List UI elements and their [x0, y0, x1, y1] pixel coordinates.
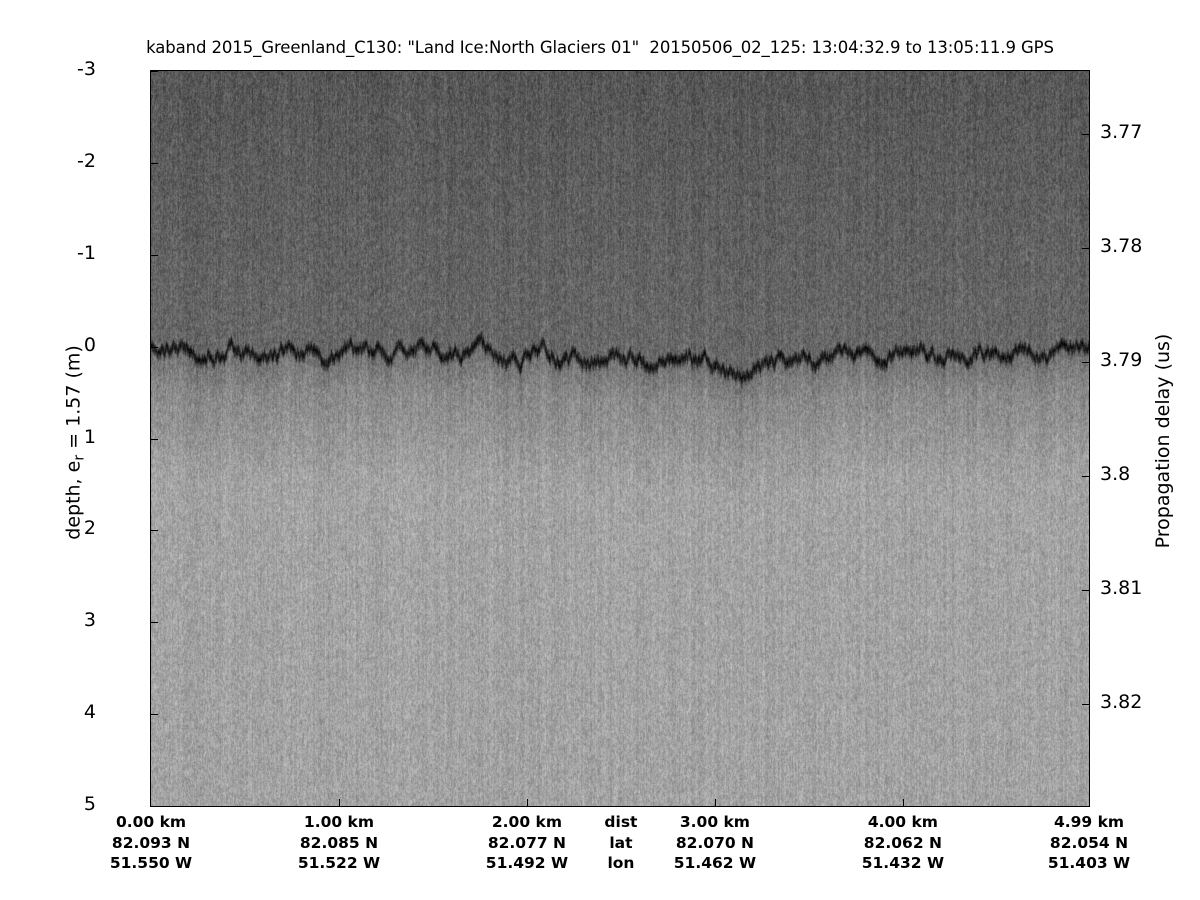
- y-axis-left-title-subscript: r: [71, 454, 88, 461]
- x-axis-tick-label-column: 4.00 km 82.062 N 51.432 W: [823, 812, 983, 874]
- x-axis-label-lat: 82.077 N: [487, 833, 567, 852]
- x-axis-tick-label-column: 3.00 km 82.070 N 51.462 W: [635, 812, 795, 874]
- x-axis-label-lon: 51.432 W: [861, 854, 945, 872]
- y-axis-right-tick-label: 3.77: [1100, 120, 1143, 143]
- y-axis-left-title: depth, er = 1.57 (m): [63, 122, 88, 762]
- y-axis-left-tick-label: 3: [83, 609, 96, 632]
- y-axis-left-tick-label: -2: [77, 149, 96, 172]
- x-axis-tick-label-column: 2.00 km 82.077 N 51.492 W: [447, 812, 607, 874]
- y-axis-left-tick-label: 4: [83, 701, 96, 724]
- y-axis-right-tick-mark: [1082, 133, 1089, 135]
- y-axis-right-tick-mark: [1082, 590, 1089, 592]
- x-axis-label-lat: 82.054 N: [1049, 833, 1129, 852]
- y-axis-left-tick-mark: [151, 714, 158, 716]
- x-axis-tick-mark: [902, 799, 904, 806]
- x-axis-label-lat: 82.062 N: [863, 833, 942, 852]
- x-axis-label-dist: 3.00 km: [679, 813, 750, 831]
- y-axis-left-title-pre: depth, e: [62, 460, 85, 540]
- x-axis-label-lon: 51.550 W: [109, 854, 193, 872]
- x-axis-label-lat: lat: [609, 833, 633, 852]
- x-axis-label-lon: 51.522 W: [297, 854, 381, 872]
- y-axis-left-tick-mark: [151, 622, 158, 624]
- x-axis-label-dist: 0.00 km: [115, 813, 187, 831]
- x-axis-label-lat: 82.093 N: [111, 833, 191, 852]
- y-axis-left-tick-label: 1: [83, 425, 96, 448]
- y-axis-right-tick-label: 3.78: [1100, 234, 1143, 257]
- y-axis-left-tick-mark: [151, 530, 158, 532]
- y-axis-right-tick-label: 3.8: [1100, 463, 1131, 486]
- radar-echogram-image[interactable]: [151, 71, 1089, 806]
- x-axis-label-dist: dist: [604, 813, 638, 831]
- x-axis-label-dist: 2.00 km: [491, 813, 562, 831]
- y-axis-right-tick-mark: [1082, 476, 1089, 478]
- y-axis-right-tick-mark: [1082, 704, 1089, 706]
- y-axis-left-tick-label: 5: [83, 793, 96, 815]
- x-axis-tick-label-column: 0.00 km 82.093 N 51.550 W: [71, 812, 231, 874]
- y-axis-left-tick-mark: [151, 71, 158, 72]
- y-axis-left-tick-mark: [151, 346, 158, 348]
- x-axis-label-dist: 1.00 km: [303, 813, 375, 831]
- y-axis-right-tick-label: 3.81: [1100, 577, 1143, 600]
- x-axis-tick-label-column: 4.99 km 82.054 N 51.403 W: [1009, 812, 1169, 874]
- y-axis-left-tick-mark: [151, 162, 158, 164]
- x-axis-tick-label-column: 1.00 km 82.085 N 51.522 W: [259, 812, 419, 874]
- y-axis-left-tick-mark: [151, 254, 158, 256]
- echogram-axes[interactable]: [150, 70, 1090, 807]
- x-axis-label-lat: 82.070 N: [675, 833, 755, 852]
- y-axis-right-title: Propagation delay (us): [1152, 333, 1174, 549]
- x-axis-label-lon: 51.462 W: [673, 854, 757, 872]
- y-axis-left-tick-mark: [151, 806, 158, 807]
- x-axis-label-lat: 82.085 N: [299, 833, 379, 852]
- y-axis-right-tick-mark: [1082, 247, 1089, 249]
- y-axis-right-tick-mark: [1082, 362, 1089, 364]
- x-axis-tick-mark: [338, 799, 340, 806]
- x-axis-label-dist: 4.00 km: [867, 813, 938, 831]
- x-axis-label-lon: lon: [607, 854, 635, 872]
- x-axis-label-lon: 51.403 W: [1047, 854, 1131, 872]
- y-axis-right-tick-label: 3.79: [1100, 349, 1143, 372]
- x-axis-row-key-column: dist lat lon: [541, 812, 701, 874]
- y-axis-right-tick-label: 3.82: [1100, 691, 1143, 714]
- y-axis-left-tick-mark: [151, 438, 158, 440]
- x-axis-label-dist: 4.99 km: [1053, 813, 1125, 831]
- y-axis-left-tick-label: -3: [77, 58, 96, 80]
- x-axis-tick-mark: [526, 799, 528, 806]
- y-axis-left-tick-label: -1: [77, 241, 96, 264]
- figure-title: kaband 2015_Greenland_C130: "Land Ice:No…: [146, 38, 1054, 57]
- x-axis-tick-mark: [714, 799, 716, 806]
- y-axis-left-tick-label: 0: [83, 333, 96, 356]
- x-axis-label-lon: 51.492 W: [485, 854, 569, 872]
- y-axis-left-title-post: = 1.57 (m): [62, 345, 85, 455]
- y-axis-left-tick-label: 2: [83, 517, 96, 540]
